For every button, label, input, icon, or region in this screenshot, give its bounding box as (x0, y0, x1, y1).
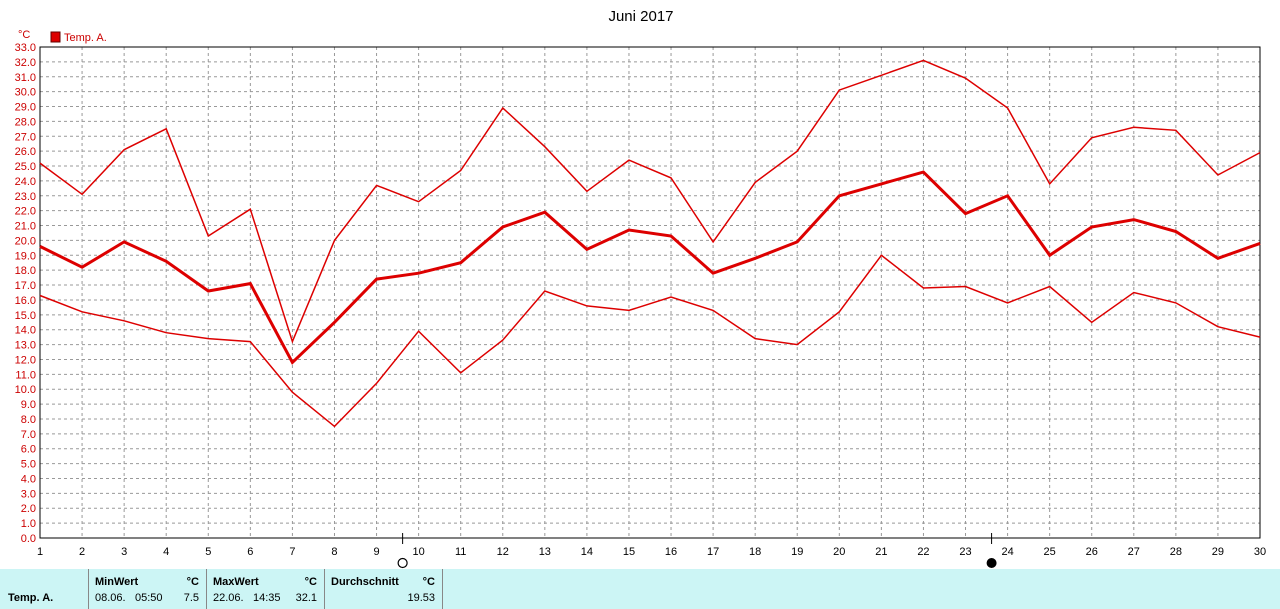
series-line-max (39, 59, 1261, 344)
x-tick-label: 4 (163, 546, 169, 558)
series-line-min (39, 254, 1261, 428)
y-tick-label: 13.0 (15, 340, 36, 352)
avg-unit: °C (422, 576, 435, 588)
x-tick-label: 15 (623, 546, 635, 558)
y-tick-label: 18.0 (15, 265, 36, 277)
y-tick-label: 23.0 (15, 191, 36, 203)
y-tick-label: 2.0 (21, 503, 36, 515)
legend-label: Temp. A. (64, 32, 107, 44)
y-tick-label: 30.0 (15, 87, 36, 99)
y-tick-label: 33.0 (15, 42, 36, 54)
y-tick-label: 11.0 (15, 369, 36, 381)
y-tick-label: 15.0 (15, 310, 36, 322)
min-date: 08.06. (95, 592, 126, 604)
x-tick-label: 23 (959, 546, 971, 558)
x-tick-label: 24 (1001, 546, 1013, 558)
avg-value: 19.53 (407, 592, 435, 604)
x-tick-label: 13 (539, 546, 551, 558)
x-tick-label: 19 (791, 546, 803, 558)
stats-row-label: Temp. A. (8, 592, 54, 604)
y-tick-label: 21.0 (15, 221, 36, 233)
max-date: 22.06. (213, 592, 244, 604)
y-tick-label: 25.0 (15, 161, 36, 173)
x-tick-label: 1 (37, 546, 43, 558)
first-quarter-moon-icon (397, 557, 408, 569)
x-tick-label: 5 (205, 546, 211, 558)
series-lines (39, 59, 1261, 428)
x-tick-labels: 1 2 3 4 5 6 7 8 9 10 11 12 13 14 15 16 17 18 19 20 21 22 23 24 2… (37, 546, 1266, 558)
max-unit: °C (304, 576, 317, 588)
x-tick-label: 18 (749, 546, 761, 558)
y-tick-label: 6.0 (21, 444, 36, 456)
y-tick-label: 31.0 (15, 72, 36, 84)
y-tick-label: 9.0 (21, 399, 36, 411)
min-time: 05:50 (135, 592, 163, 604)
y-tick-label: 29.0 (15, 102, 36, 114)
min-header: MinWert (95, 576, 139, 588)
y-tick-label: 1.0 (21, 518, 36, 530)
y-tick-label: 32.0 (15, 57, 36, 69)
moon-markers (397, 533, 997, 569)
max-value: 32.1 (295, 592, 317, 604)
x-tick-label: 25 (1044, 546, 1056, 558)
x-tick-label: 12 (497, 546, 509, 558)
y-tick-label: 10.0 (15, 384, 36, 396)
max-cell: MaxWert °C 22.06. 14:35 32.1 (206, 569, 324, 609)
x-tick-label: 3 (121, 546, 127, 558)
x-tick-label: 6 (247, 546, 253, 558)
y-tick-label: 17.0 (15, 280, 36, 292)
max-header: MaxWert (213, 576, 259, 588)
x-tick-label: 26 (1086, 546, 1098, 558)
avg-cell: Durchschnitt °C 19.53 (324, 569, 443, 609)
min-cell: MinWert °C 08.06. 05:50 7.5 (88, 569, 206, 609)
y-tick-label: 22.0 (15, 206, 36, 218)
x-tick-label: 29 (1212, 546, 1224, 558)
x-tick-label: 28 (1170, 546, 1182, 558)
y-tick-label: 0.0 (21, 533, 36, 545)
y-tick-label: 27.0 (15, 131, 36, 143)
max-time: 14:35 (253, 592, 281, 604)
x-tick-label: 10 (412, 546, 424, 558)
min-value: 7.5 (183, 592, 199, 604)
new-moon-icon (986, 558, 997, 568)
y-tick-label: 28.0 (15, 116, 36, 128)
y-tick-label: 26.0 (15, 146, 36, 158)
y-tick-label: 20.0 (15, 235, 36, 247)
y-tick-label: 14.0 (15, 325, 36, 337)
chart-title: Juni 2017 (608, 8, 673, 25)
x-tick-label: 30 (1254, 546, 1266, 558)
stats-row-label-cell: Temp. A. (0, 569, 88, 609)
avg-header: Durchschnitt (331, 576, 399, 588)
y-tick-label: 19.0 (15, 250, 36, 262)
x-tick-label: 2 (79, 546, 85, 558)
x-tick-label: 17 (707, 546, 719, 558)
y-tick-label: 7.0 (21, 429, 36, 441)
min-unit: °C (186, 576, 199, 588)
y-tick-label: 4.0 (21, 473, 36, 485)
x-tick-label: 27 (1128, 546, 1140, 558)
y-tick-label: 8.0 (21, 414, 36, 426)
y-tick-label: 12.0 (15, 354, 36, 366)
temperature-chart: Juni 2017 °C Temp. A. 0.0 1.0 2.0 3.0 4.0 5.0… (15, 8, 1266, 569)
x-tick-label: 21 (875, 546, 887, 558)
y-tick-label: 3.0 (21, 488, 36, 500)
x-tick-label: 16 (665, 546, 677, 558)
statistics-bar: Temp. A. MinWert °C 08.06. 05:50 7.5 Max… (0, 569, 1280, 609)
x-tick-label: 20 (833, 546, 845, 558)
legend-swatch (50, 31, 61, 43)
x-tick-label: 11 (455, 546, 466, 558)
plot-frame (39, 46, 1261, 539)
series-line-mittel (39, 170, 1261, 365)
y-tick-label: 5.0 (21, 459, 36, 471)
x-tick-label: 14 (581, 546, 593, 558)
y-tick-label: 24.0 (15, 176, 36, 188)
x-tick-label: 7 (289, 546, 295, 558)
grid (40, 47, 1260, 538)
x-tick-label: 8 (331, 546, 337, 558)
x-tick-label: 22 (917, 546, 929, 558)
y-axis-unit: °C (18, 29, 30, 41)
x-tick-label: 9 (373, 546, 379, 558)
y-tick-labels: 0.0 1.0 2.0 3.0 4.0 5.0 6.0 7.0 8.0 9.0 10.0 11.0 12… (15, 42, 36, 545)
y-tick-label: 16.0 (15, 295, 36, 307)
